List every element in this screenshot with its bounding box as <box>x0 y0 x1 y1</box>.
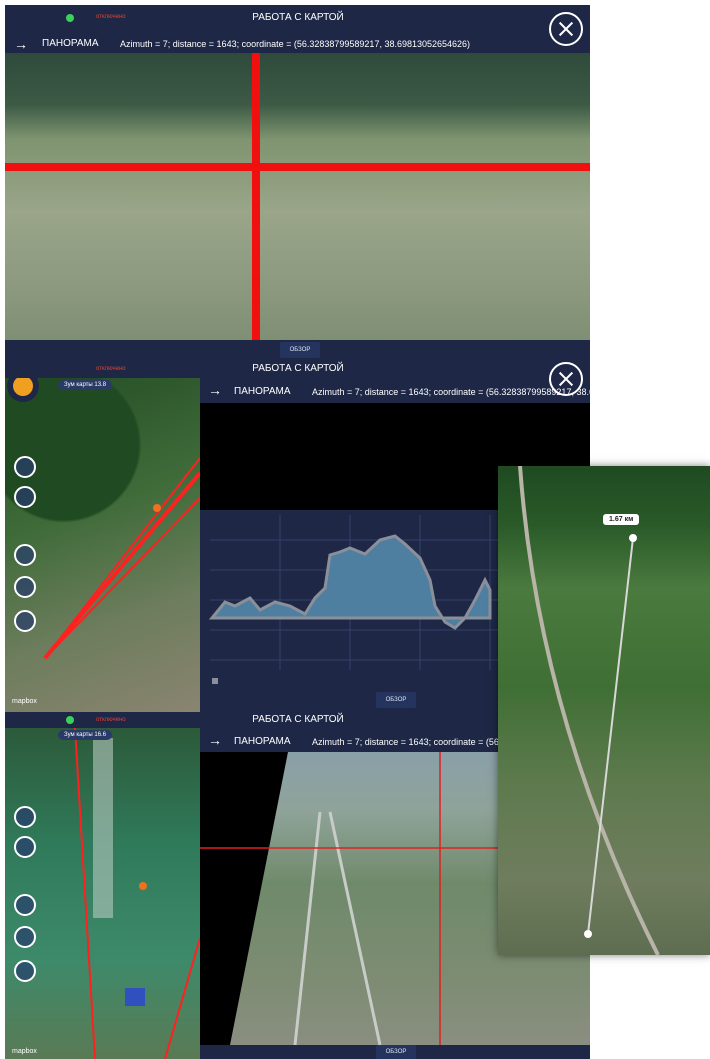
tool-button[interactable] <box>14 894 36 916</box>
info: Azimuth = 7; distance = 1643; coordinate… <box>120 39 580 49</box>
panorama-image <box>5 53 590 340</box>
close-button[interactable] <box>549 362 583 396</box>
page: отключено РАБОТА С КАРТОЙ → ПАНОРАМА Azi… <box>0 0 710 1059</box>
title: РАБОТА С КАРТОЙ <box>198 12 398 23</box>
crosshair-v <box>252 53 260 340</box>
info: Azimuth = 7; distance = 1643; coordinate… <box>312 387 590 397</box>
overview-button[interactable]: ОБЗОР <box>376 692 416 708</box>
tool-button[interactable] <box>14 610 36 632</box>
arrow: → <box>14 36 28 52</box>
zoom-out[interactable] <box>14 836 36 858</box>
status-dot <box>66 716 74 724</box>
status: отключено <box>96 366 126 372</box>
tool-button[interactable] <box>14 544 36 566</box>
map-overlay <box>5 378 200 712</box>
map-route <box>498 466 710 955</box>
arrow: → <box>208 732 222 748</box>
status: отключено <box>96 717 126 723</box>
zoom-out[interactable] <box>14 486 36 508</box>
tool-button[interactable] <box>14 576 36 598</box>
arrow: → <box>208 382 222 398</box>
map-overlay <box>5 728 200 1059</box>
attribution: mapbox <box>12 1048 37 1055</box>
status-dot <box>66 14 74 22</box>
zoom-in[interactable] <box>14 806 36 828</box>
distance-label: 1.67 км <box>603 514 639 525</box>
title: РАБОТА С КАРТОЙ <box>198 714 398 725</box>
zoom-label: Зум карты 16.6 <box>58 730 112 740</box>
overview-button[interactable]: ОБЗОР <box>280 342 320 358</box>
zoom-label: Зум карты 13.8 <box>58 380 112 390</box>
crosshair-h <box>5 163 590 171</box>
status: отключено <box>96 14 126 20</box>
title: РАБОТА С КАРТОЙ <box>198 363 398 374</box>
zoom-in[interactable] <box>14 456 36 478</box>
mode[interactable]: ПАНОРАМА <box>234 386 291 397</box>
overview-button[interactable]: ОБЗОР <box>376 1045 416 1059</box>
tool-button[interactable] <box>14 960 36 982</box>
mode[interactable]: ПАНОРАМА <box>42 38 99 49</box>
mode[interactable]: ПАНОРАМА <box>234 736 291 747</box>
attribution: mapbox <box>12 698 37 705</box>
tool-button[interactable] <box>14 926 36 948</box>
